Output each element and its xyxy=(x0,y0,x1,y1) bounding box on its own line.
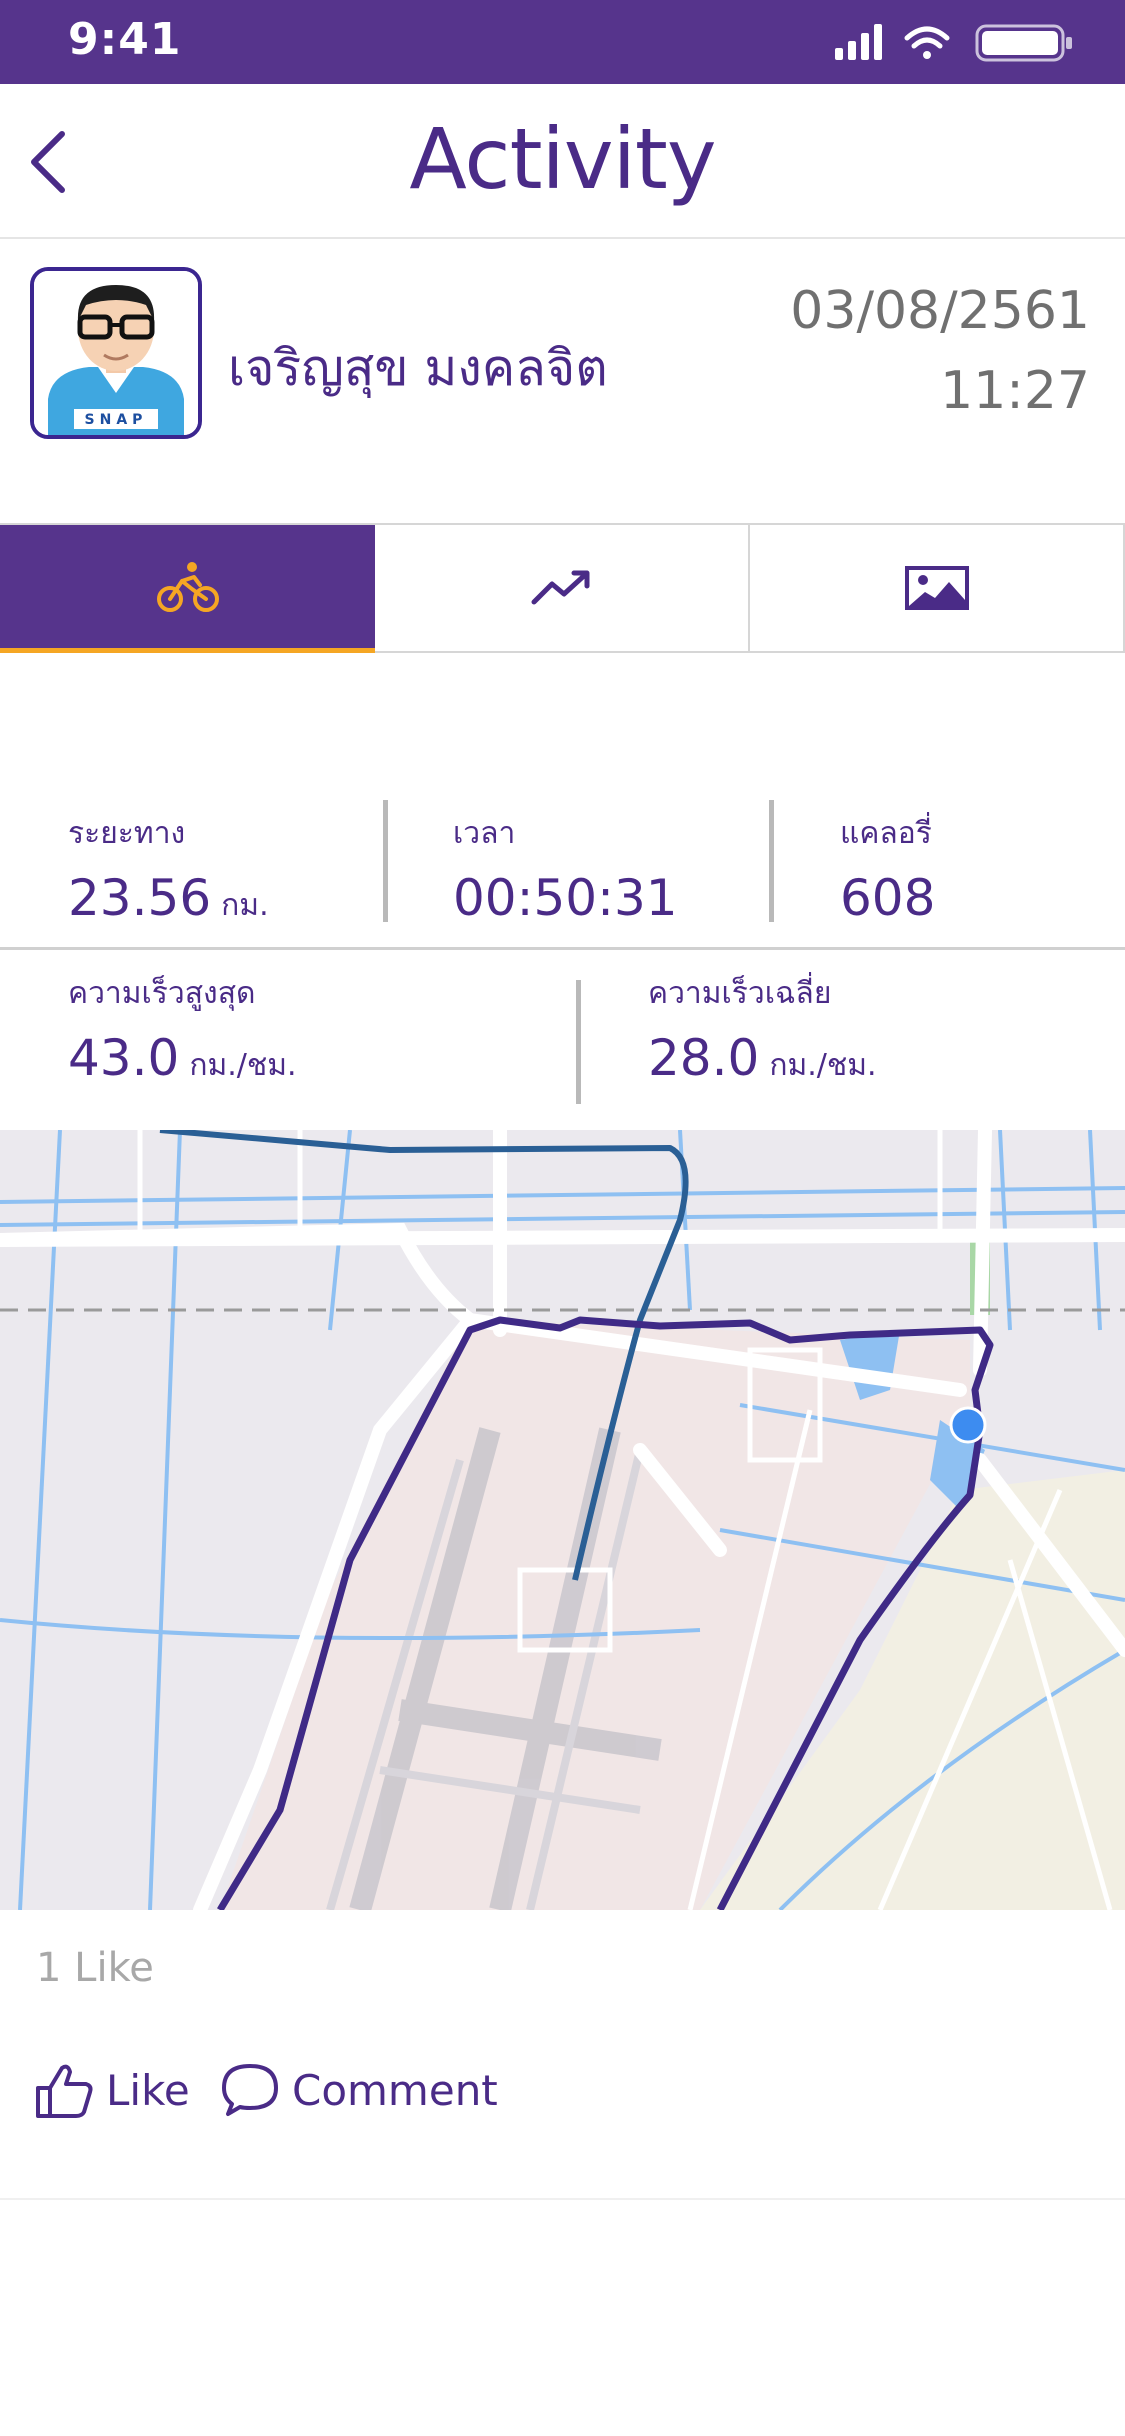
current-location-icon xyxy=(949,1406,987,1444)
status-bar: 9:41 xyxy=(0,0,1125,84)
stat-calories-value: 608 xyxy=(840,869,936,927)
post-time: 11:27 xyxy=(940,361,1090,421)
bicycle-icon xyxy=(156,561,219,612)
stat-max-speed-label: ความเร็วสูงสุด xyxy=(68,976,256,1011)
signal-icon xyxy=(835,24,882,60)
image-icon xyxy=(904,566,969,610)
stat-divider xyxy=(383,800,388,922)
tab-bike[interactable] xyxy=(0,525,375,653)
stat-max-speed: ความเร็วสูงสุด 43.0 กม./ชม. xyxy=(68,950,297,1089)
stat-duration: เวลา 00:50:31 xyxy=(453,790,678,927)
nav-bar: Activity xyxy=(0,84,1125,239)
stat-distance-unit: กม. xyxy=(221,888,269,923)
taxiways xyxy=(326,1449,644,1910)
stat-duration-value: 00:50:31 xyxy=(453,869,678,927)
activity-tabs xyxy=(0,523,1125,653)
stats-row-primary: ระยะทาง 23.56 กม. เวลา 00:50:31 แคลอรี่ 6… xyxy=(0,790,1125,950)
stat-divider xyxy=(769,800,774,922)
status-time: 9:41 xyxy=(68,14,182,65)
like-count[interactable]: 1 Like xyxy=(36,1945,154,1991)
thumbs-up-icon xyxy=(36,2064,93,2118)
battery-icon xyxy=(975,24,1072,62)
back-button[interactable] xyxy=(18,122,88,202)
minor-roads xyxy=(137,1130,1113,1910)
stats-row-speed: ความเร็วสูงสุด 43.0 กม./ชม. ความเร็วเฉลี่… xyxy=(0,950,1125,1130)
stat-max-speed-unit: กม./ชม. xyxy=(189,1048,297,1083)
comment-label: Comment xyxy=(292,2065,498,2115)
stat-distance-value: 23.56 xyxy=(68,869,212,927)
stat-distance: ระยะทาง 23.56 กม. xyxy=(68,790,269,929)
route-secondary xyxy=(159,1130,689,1581)
map-canvas xyxy=(0,1130,1125,1910)
like-label: Like xyxy=(106,2065,190,2115)
profile-header: SNAP เจริญสุข มงคลจิต 03/08/2561 11:27 xyxy=(0,239,1125,524)
stat-max-speed-value: 43.0 xyxy=(68,1029,180,1087)
comment-bubble-icon xyxy=(222,2064,278,2116)
avatar-illustration: SNAP xyxy=(34,271,198,435)
stat-avg-speed-unit: กม./ชม. xyxy=(769,1048,877,1083)
stat-avg-speed: ความเร็วเฉลี่ย 28.0 กม./ชม. xyxy=(648,950,877,1089)
avatar[interactable]: SNAP xyxy=(30,267,202,439)
avatar-badge: SNAP xyxy=(85,412,148,428)
stat-avg-speed-value: 28.0 xyxy=(648,1029,760,1087)
route-map[interactable] xyxy=(0,1130,1125,1910)
trend-chart-icon xyxy=(531,570,589,605)
page-title: Activity xyxy=(409,110,716,208)
stat-avg-speed-label: ความเร็วเฉลี่ย xyxy=(648,976,832,1011)
tab-photo[interactable] xyxy=(750,525,1125,653)
like-button[interactable]: Like xyxy=(34,2050,190,2130)
user-name[interactable]: เจริญสุข มงคลจิต xyxy=(228,339,608,397)
comment-button[interactable]: Comment xyxy=(220,2050,498,2130)
wifi-icon xyxy=(904,26,950,59)
stat-distance-label: ระยะทาง xyxy=(68,816,186,851)
stat-calories: แคลอรี่ 608 xyxy=(840,790,935,927)
post-date: 03/08/2561 xyxy=(790,281,1090,341)
post-actions: Like Comment xyxy=(0,2050,1125,2200)
stat-divider xyxy=(576,980,581,1104)
roads xyxy=(0,1130,1125,1910)
tab-trend[interactable] xyxy=(375,525,750,653)
route-main xyxy=(216,1316,994,1910)
status-icons xyxy=(835,24,1072,62)
stat-calories-label: แคลอรี่ xyxy=(840,816,932,851)
stat-duration-label: เวลา xyxy=(453,816,516,851)
